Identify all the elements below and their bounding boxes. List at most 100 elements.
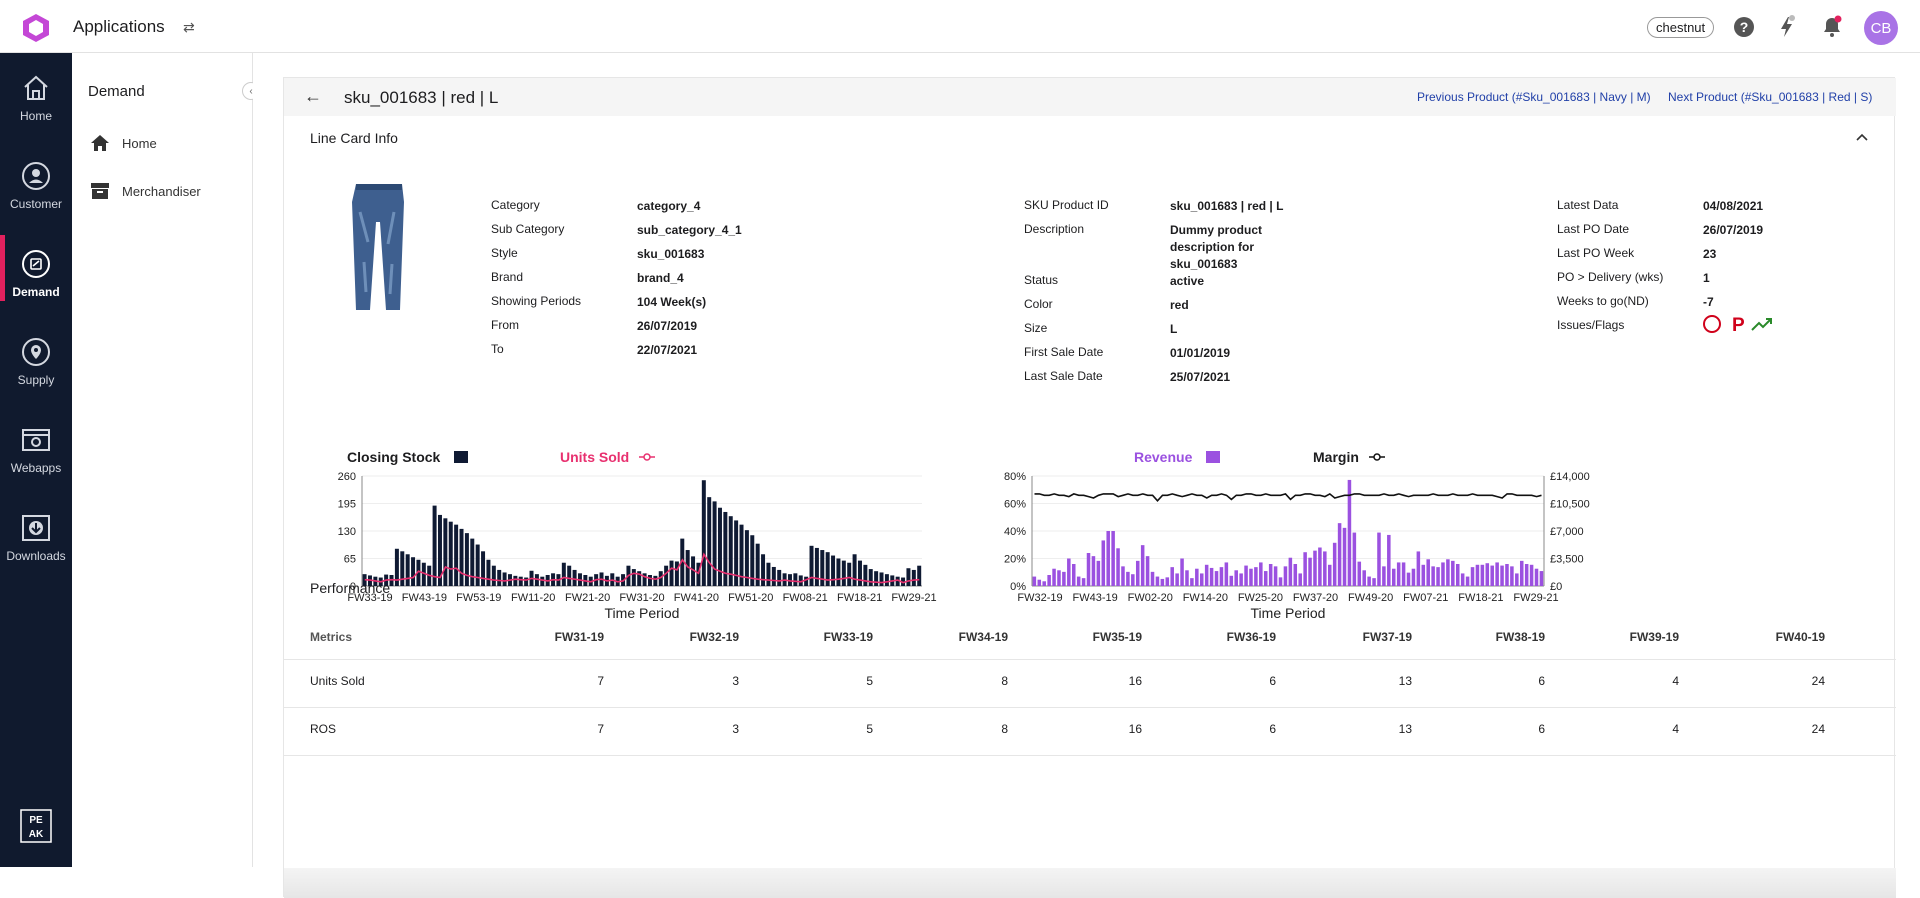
- back-arrow-icon[interactable]: ←: [304, 86, 322, 106]
- field-label: Latest Data: [1557, 198, 1619, 212]
- nav-label: Home: [19, 109, 52, 123]
- downloads-icon: [22, 515, 50, 541]
- bar: [836, 558, 841, 586]
- legend-units-sold[interactable]: Units Sold: [560, 449, 656, 465]
- x-tick-label: FW29-21: [891, 592, 936, 604]
- y2-tick-label: £7,000: [1550, 526, 1584, 538]
- bar: [777, 569, 782, 586]
- help-icon[interactable]: ?: [1732, 15, 1756, 39]
- bar: [750, 535, 755, 586]
- nav-item-supply[interactable]: Supply: [0, 323, 72, 399]
- previous-product-link[interactable]: Previous Product (#Sku_001683 | Navy | M…: [1417, 90, 1651, 104]
- nav-label: Customer: [9, 197, 62, 211]
- bar: [1362, 570, 1366, 586]
- nav-label: Demand: [12, 285, 60, 299]
- chevron-up-icon[interactable]: [1855, 130, 1869, 144]
- line-card-title: Line Card Info: [310, 130, 398, 146]
- next-product-link[interactable]: Next Product (#Sku_001683 | Red | S): [1668, 90, 1873, 104]
- bar: [857, 560, 862, 586]
- legend-label: Margin: [1313, 449, 1359, 465]
- main-content: ← sku_001683 | red | L Previous Product …: [253, 53, 1920, 898]
- bar: [863, 564, 868, 586]
- bar: [405, 554, 410, 586]
- bar: [1254, 567, 1258, 586]
- week-header[interactable]: FW40-19: [1775, 630, 1825, 644]
- bar: [707, 497, 712, 586]
- week-header[interactable]: FW36-19: [1226, 630, 1276, 644]
- bar: [691, 556, 696, 586]
- nav-item-demand[interactable]: Demand: [0, 235, 72, 311]
- bar: [448, 521, 453, 586]
- bar: [820, 550, 825, 586]
- trend-up-icon[interactable]: [1751, 318, 1772, 331]
- week-header[interactable]: FW32-19: [689, 630, 739, 644]
- y-tick-label: 260: [338, 471, 356, 483]
- metrics-header: Metrics: [310, 630, 353, 644]
- week-header[interactable]: FW39-19: [1629, 630, 1679, 644]
- bar: [1190, 578, 1194, 586]
- bar: [1224, 562, 1229, 586]
- switch-app-icon[interactable]: ⇄: [183, 19, 195, 35]
- field-label: Last Sale Date: [1024, 369, 1103, 383]
- legend-margin[interactable]: Margin: [1313, 449, 1385, 465]
- legend-label: Revenue: [1134, 449, 1193, 465]
- week-header[interactable]: FW38-19: [1495, 630, 1545, 644]
- bar: [1185, 570, 1189, 586]
- bar: [1391, 568, 1396, 586]
- bar: [1204, 564, 1209, 586]
- bar: [1357, 561, 1362, 586]
- sub-nav: Demand ‹ Home Merchandiser: [72, 53, 260, 867]
- subnav-label: Merchandiser: [122, 183, 201, 199]
- stock-units-chart: 0 65 130 195 260 FW33-19 FW43-19 FW53-19 FW11-20…: [338, 471, 937, 618]
- bar: [1524, 564, 1529, 586]
- bar: [701, 480, 706, 586]
- subnav-item-home[interactable]: Home: [90, 131, 157, 155]
- bar: [491, 565, 496, 586]
- table-cell: 7: [597, 722, 604, 736]
- y2-tick-label: £10,500: [1550, 499, 1590, 511]
- field-value: 26/07/2019: [1703, 223, 1764, 237]
- alert-circle-icon[interactable]: [1703, 315, 1721, 333]
- field-label: Issues/Flags: [1557, 318, 1625, 332]
- week-header[interactable]: FW31-19: [554, 630, 604, 644]
- nav-item-webapps[interactable]: Webapps: [0, 411, 72, 487]
- bar: [1283, 566, 1288, 586]
- promo-p-icon[interactable]: P: [1732, 315, 1745, 334]
- field-label: Brand: [491, 270, 524, 284]
- bar: [1529, 564, 1534, 586]
- field-value: category_4: [637, 199, 701, 213]
- subnav-item-merchandiser[interactable]: Merchandiser: [90, 179, 201, 203]
- table-cell: 3: [732, 722, 739, 736]
- bar: [1342, 527, 1347, 586]
- bar: [1219, 567, 1224, 586]
- bar: [809, 545, 814, 586]
- nav-item-downloads[interactable]: Downloads: [0, 499, 72, 575]
- legend-revenue[interactable]: Revenue: [1134, 449, 1221, 465]
- field-value: 01/01/2019: [1170, 346, 1231, 360]
- x-tick-label: FW32-19: [1017, 592, 1062, 604]
- bar: [1239, 573, 1243, 586]
- notification-bell-icon[interactable]: [1820, 15, 1844, 39]
- y-tick-label: 195: [338, 499, 356, 511]
- week-header[interactable]: FW37-19: [1362, 630, 1412, 644]
- nav-item-home[interactable]: Home: [0, 59, 72, 135]
- week-header[interactable]: FW35-19: [1092, 630, 1142, 644]
- week-header[interactable]: FW34-19: [958, 630, 1008, 644]
- lightning-icon[interactable]: [1775, 15, 1799, 39]
- field-value: 23: [1703, 247, 1717, 261]
- home-icon: [24, 75, 48, 100]
- performance-header-row: Metrics FW31-19 FW32-19 FW33-19 FW34-19 FW35-…: [284, 616, 1896, 660]
- app-logo-icon[interactable]: [20, 12, 52, 44]
- table-cell: 16: [1128, 674, 1142, 688]
- nav-item-customer[interactable]: Customer: [0, 147, 72, 223]
- week-header[interactable]: FW33-19: [823, 630, 873, 644]
- legend-closing-stock[interactable]: Closing Stock: [347, 449, 469, 465]
- bar: [1209, 567, 1214, 586]
- bar: [572, 569, 577, 586]
- bar: [1303, 552, 1307, 586]
- user-avatar[interactable]: CB: [1864, 11, 1898, 45]
- bar: [1515, 573, 1519, 586]
- bar: [680, 538, 685, 586]
- bar: [1121, 566, 1125, 586]
- tenant-badge[interactable]: chestnut: [1647, 17, 1715, 38]
